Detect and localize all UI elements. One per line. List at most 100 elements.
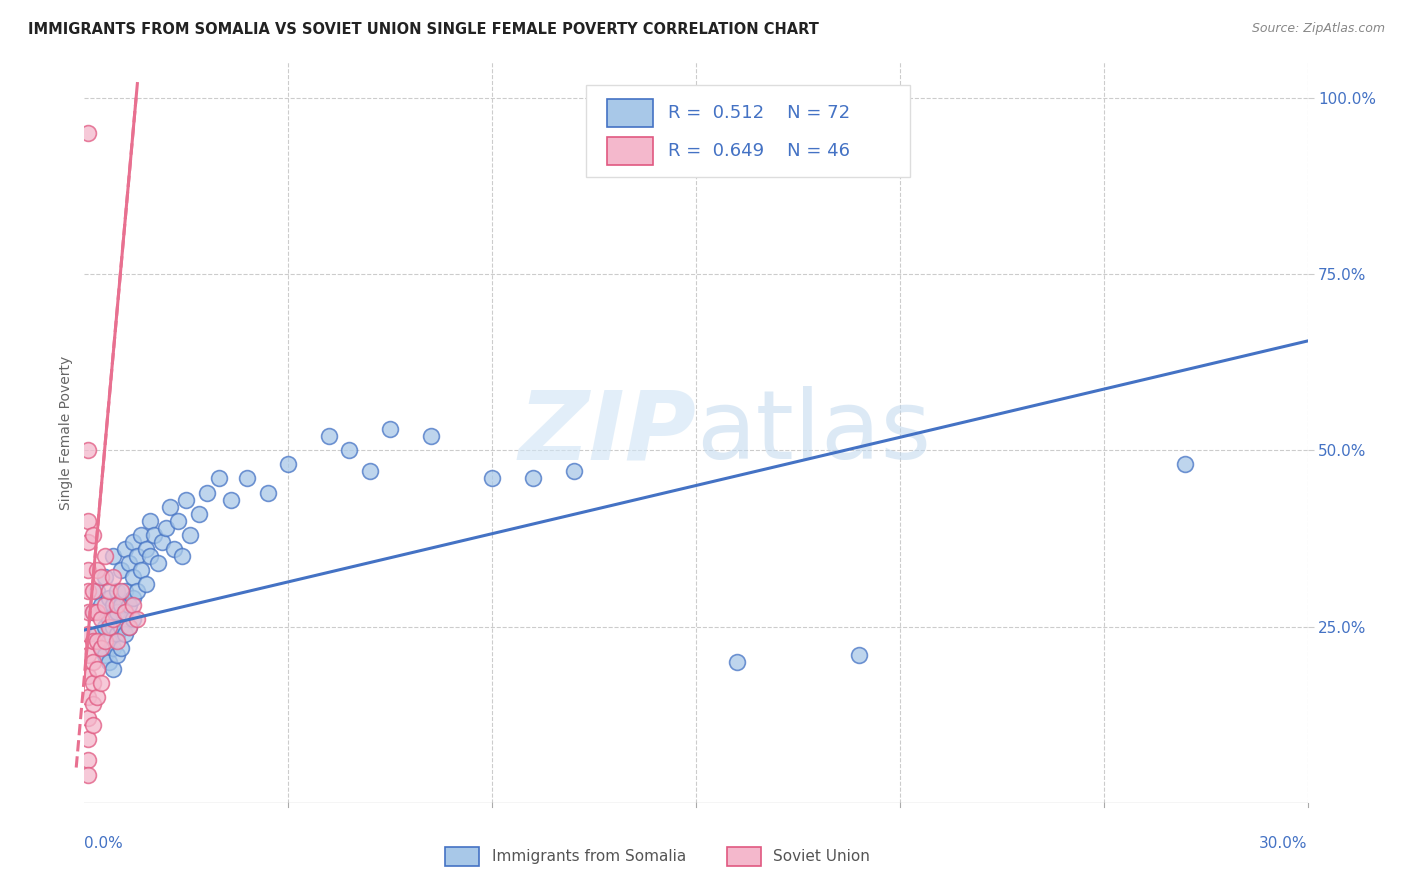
Point (77, 648, 100, 662)
Point (110, 584, 132, 599)
Point (208, 471, 231, 485)
Point (90, 599, 112, 613)
Point (219, 492, 242, 507)
Point (77, 767, 100, 781)
Point (82, 718, 104, 732)
Point (93, 549, 115, 563)
Point (110, 640, 132, 655)
Text: ZIP: ZIP (517, 386, 696, 479)
Point (138, 514, 160, 528)
Point (339, 443, 361, 458)
Point (131, 563, 153, 577)
Point (127, 584, 149, 599)
Text: Soviet Union: Soviet Union (773, 848, 870, 863)
Point (86, 563, 108, 577)
Point (1174, 458, 1197, 472)
Point (380, 422, 402, 436)
Point (135, 541, 157, 556)
Point (90, 570, 112, 584)
Point (420, 429, 443, 443)
Point (122, 535, 145, 549)
Point (86, 626, 108, 640)
Point (90, 640, 112, 655)
Point (82, 528, 104, 542)
Point (97, 619, 120, 633)
Point (77, 690, 100, 704)
Point (97, 633, 120, 648)
Point (172, 549, 194, 563)
Point (318, 429, 340, 443)
Text: Immigrants from Somalia: Immigrants from Somalia (492, 848, 686, 863)
Point (90, 676, 112, 690)
Point (122, 591, 145, 606)
Text: 30.0%: 30.0% (1260, 836, 1308, 851)
Point (82, 676, 104, 690)
Point (82, 606, 104, 620)
Point (174, 492, 197, 507)
Point (257, 485, 280, 500)
Point (86, 584, 108, 599)
Point (122, 599, 145, 613)
Point (93, 570, 115, 584)
Point (146, 556, 169, 570)
Point (86, 690, 108, 704)
Point (77, 606, 100, 620)
Point (77, 126, 100, 140)
Point (138, 549, 160, 563)
Point (187, 507, 209, 521)
Point (105, 633, 128, 648)
Point (86, 633, 108, 648)
Text: atlas: atlas (696, 386, 931, 479)
Point (236, 471, 259, 485)
Point (93, 648, 115, 662)
Point (155, 521, 177, 535)
Point (122, 570, 145, 584)
Point (77, 711, 100, 725)
Point (142, 528, 165, 542)
FancyBboxPatch shape (606, 99, 654, 127)
Point (114, 584, 136, 599)
Text: R =  0.649    N = 46: R = 0.649 N = 46 (668, 143, 849, 161)
Point (159, 500, 181, 514)
Point (86, 606, 108, 620)
FancyBboxPatch shape (446, 847, 479, 866)
Point (77, 535, 100, 549)
Point (93, 599, 115, 613)
Y-axis label: Single Female Poverty: Single Female Poverty (59, 356, 73, 509)
Point (97, 612, 120, 626)
Point (101, 570, 124, 584)
Point (118, 619, 141, 633)
Point (277, 458, 299, 472)
Point (110, 563, 132, 577)
Point (114, 606, 136, 620)
Point (725, 655, 748, 669)
Point (101, 640, 124, 655)
Point (82, 655, 104, 669)
Point (105, 599, 128, 613)
Point (118, 556, 141, 570)
Text: R =  0.512    N = 72: R = 0.512 N = 72 (668, 103, 851, 122)
Point (150, 535, 173, 549)
Point (77, 754, 100, 768)
Point (93, 633, 115, 648)
Text: IMMIGRANTS FROM SOMALIA VS SOVIET UNION SINGLE FEMALE POVERTY CORRELATION CHART: IMMIGRANTS FROM SOMALIA VS SOVIET UNION … (28, 22, 818, 37)
Point (127, 612, 149, 626)
Point (77, 563, 100, 577)
Point (167, 514, 190, 528)
Point (122, 612, 145, 626)
Point (101, 662, 124, 676)
Point (101, 549, 124, 563)
Point (86, 662, 108, 676)
Point (101, 599, 124, 613)
Point (848, 648, 870, 662)
Text: Source: ZipAtlas.com: Source: ZipAtlas.com (1251, 22, 1385, 36)
Point (118, 619, 141, 633)
Point (97, 584, 120, 599)
Point (82, 633, 104, 648)
Point (77, 514, 100, 528)
Point (195, 485, 218, 500)
Point (562, 464, 585, 478)
Point (77, 443, 100, 458)
Point (93, 619, 115, 633)
Text: 0.0%: 0.0% (84, 836, 124, 851)
